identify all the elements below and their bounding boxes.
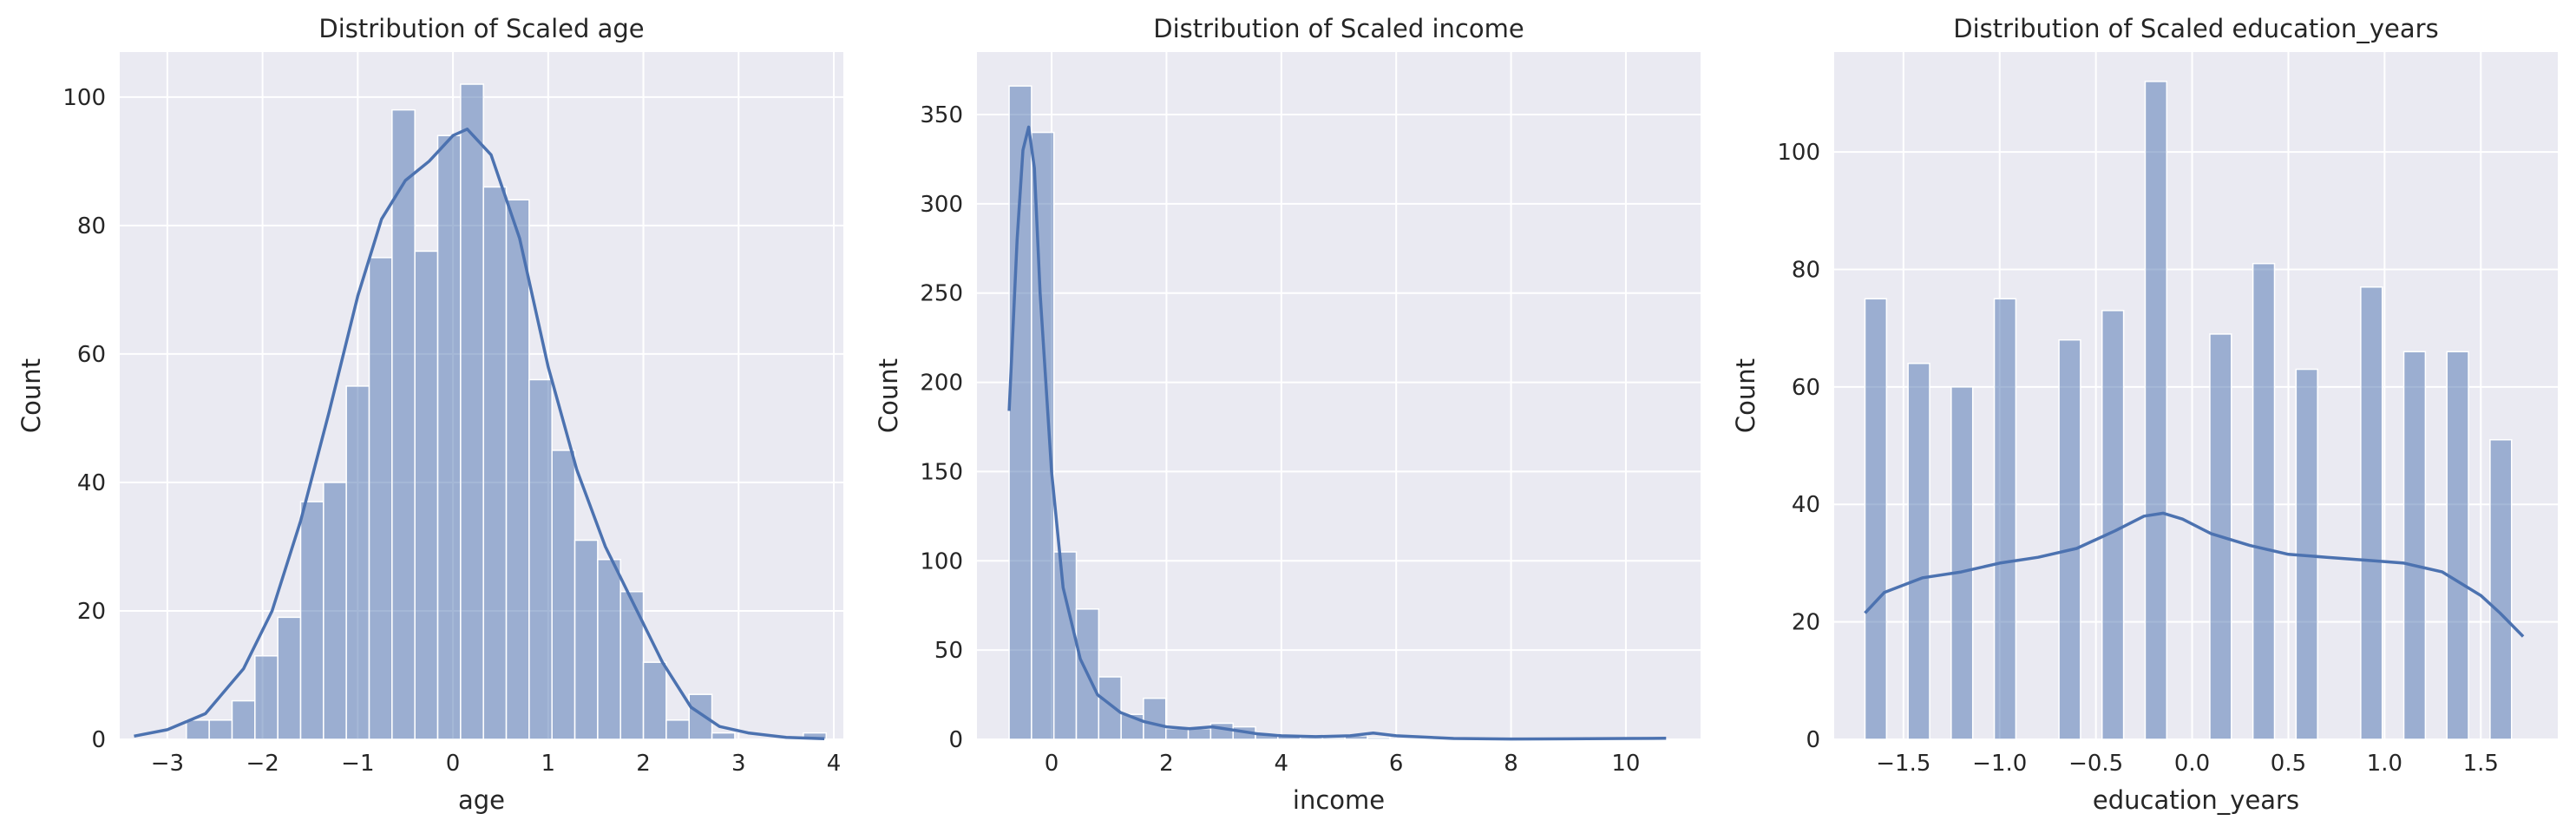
x-tick-label: 0.5	[2271, 751, 2306, 777]
chart-panel-2: 0 2 4 6 8 10050100150200250300350Distribution…	[874, 14, 1701, 815]
x-tick-label: 0	[446, 751, 461, 777]
x-tick-label: −1	[341, 751, 374, 777]
histogram-bar	[2144, 81, 2168, 740]
histogram-bar	[528, 378, 553, 740]
chart-panel-3: −1.5 −1.0 −0.5 0.0 0.5 1.0 1.5 0 20 40 60 80 100 Dist…	[1731, 14, 2558, 815]
histogram-bar	[254, 655, 279, 740]
x-tick-label: 2	[636, 751, 651, 777]
histogram-bar	[2058, 338, 2081, 740]
y-tick-label: 200	[920, 371, 963, 397]
histogram-bar	[1143, 697, 1167, 740]
x-tick-label: −1.5	[1876, 751, 1930, 777]
histogram-bar	[414, 250, 439, 740]
y-tick-label: 60	[77, 342, 106, 368]
histogram-bar	[2489, 439, 2513, 740]
histogram-bar	[1367, 737, 1391, 740]
y-axis-label: Count	[874, 358, 903, 433]
x-tick-label: 4	[827, 751, 842, 777]
x-tick-label: −3	[151, 751, 184, 777]
histogram-bar	[551, 450, 576, 740]
y-tick-label: 100	[920, 548, 963, 574]
x-tick-label: 1	[541, 751, 556, 777]
y-tick-label: 150	[920, 459, 963, 485]
histogram-bar	[323, 482, 347, 740]
histogram-bar	[665, 719, 690, 740]
histogram-bar	[2252, 262, 2276, 740]
x-tick-label: −1.0	[1972, 751, 2027, 777]
x-tick-label: 4	[1275, 751, 1289, 777]
y-tick-label: 250	[920, 281, 963, 307]
histogram-bar	[436, 135, 462, 740]
chart-title: Distribution of Scaled age	[318, 14, 644, 43]
histogram-bar	[1165, 727, 1190, 740]
x-tick-label: 0	[1045, 751, 1059, 777]
histogram-bar	[2402, 351, 2427, 740]
kde-curve	[1007, 125, 1667, 741]
histogram-bar	[711, 732, 736, 740]
histogram-bar	[1052, 551, 1078, 740]
x-tick-label: 10	[1611, 751, 1640, 777]
histogram-bar	[574, 539, 599, 740]
y-tick-label: 20	[1792, 610, 1820, 636]
y-axis-label: Count	[1731, 358, 1760, 433]
histogram-bar	[1098, 676, 1122, 740]
histogram-bar	[688, 693, 713, 740]
y-tick-label: 40	[77, 470, 106, 496]
x-axis-label: income	[1293, 785, 1385, 815]
histogram-bar	[482, 186, 508, 740]
y-tick-label: 0	[1806, 727, 1820, 753]
kde-curve	[134, 128, 825, 741]
histogram-bar	[1993, 298, 2017, 740]
histogram-bar	[299, 501, 324, 740]
histogram-bar	[2446, 351, 2469, 740]
histogram-bar	[2101, 310, 2125, 740]
y-tick-label: 60	[1792, 375, 1820, 401]
y-tick-label: 80	[77, 213, 106, 240]
x-tick-label: 1.0	[2367, 751, 2402, 777]
x-tick-label: 1.5	[2463, 751, 2499, 777]
y-tick-label: 20	[77, 599, 106, 625]
histogram-bar	[2360, 286, 2383, 740]
chart-title: Distribution of Scaled income	[1153, 14, 1524, 43]
y-tick-label: 0	[948, 727, 963, 753]
y-tick-label: 50	[934, 638, 963, 664]
histogram-bar	[1950, 386, 1974, 740]
histogram-bar	[368, 257, 393, 740]
x-tick-label: 2	[1159, 751, 1174, 777]
kde-curve	[1864, 511, 2525, 638]
x-tick-label: −2	[246, 751, 279, 777]
histogram-bar	[1864, 298, 1888, 740]
x-tick-label: 3	[731, 751, 746, 777]
y-tick-label: 100	[1777, 140, 1820, 166]
x-tick-label: 6	[1389, 751, 1404, 777]
histogram-bar	[1907, 363, 1930, 740]
x-tick-label: 0.0	[2174, 751, 2210, 777]
y-tick-label: 80	[1792, 257, 1820, 283]
y-axis-label: Count	[16, 358, 46, 433]
histogram-bar	[186, 719, 210, 740]
y-tick-label: 350	[920, 102, 963, 128]
histogram-bar	[277, 616, 302, 740]
histogram-bar	[345, 385, 370, 740]
histogram-bar	[1187, 727, 1212, 740]
x-tick-label: −0.5	[2068, 751, 2123, 777]
histogram-bar	[391, 108, 416, 740]
y-tick-label: 100	[62, 85, 106, 111]
chart-title: Distribution of Scaled education_years	[1953, 14, 2438, 43]
histogram-bar	[597, 558, 621, 740]
histogram-bar	[460, 83, 484, 740]
y-tick-label: 0	[91, 727, 106, 753]
y-tick-label: 300	[920, 192, 963, 218]
x-axis-label: education_years	[2093, 785, 2299, 815]
x-tick-label: 8	[1504, 751, 1518, 777]
histogram-bar	[505, 199, 530, 740]
x-axis-label: age	[458, 785, 505, 815]
histogram-bar	[208, 719, 233, 740]
histogram-bar	[231, 699, 256, 740]
y-tick-label: 40	[1792, 492, 1820, 518]
histogram-bar	[642, 661, 667, 740]
